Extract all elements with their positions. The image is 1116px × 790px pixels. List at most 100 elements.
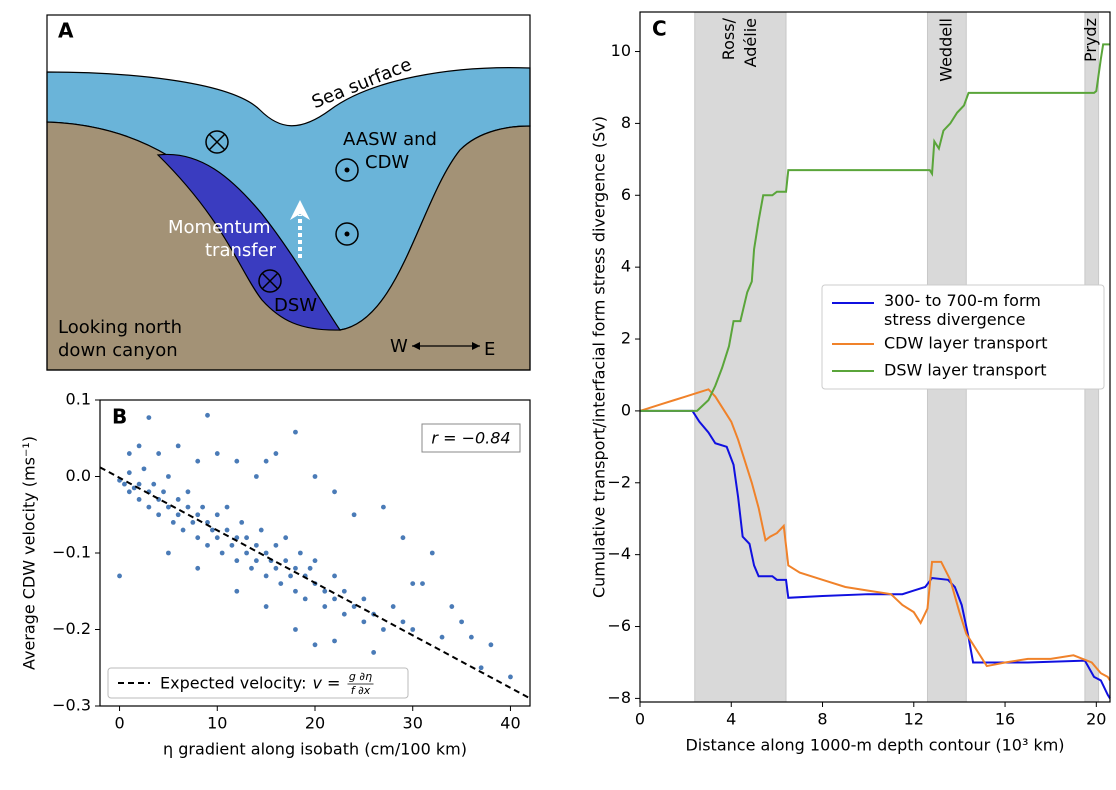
point	[175, 443, 181, 449]
arrow-heads	[412, 342, 480, 350]
dot	[344, 231, 350, 237]
point	[185, 489, 191, 495]
x-tick-label: 16	[995, 710, 1015, 729]
y-tick-label: 0	[621, 400, 631, 419]
plot-frame	[99, 399, 531, 707]
point	[253, 542, 259, 548]
x-axis-title: η gradient along isobath (cm/100 km)	[163, 740, 467, 759]
point	[136, 481, 142, 487]
point	[126, 451, 132, 456]
point	[312, 474, 318, 479]
legend-label-line: 300- to 700-m form	[884, 291, 1041, 310]
point	[297, 550, 303, 556]
point	[156, 512, 162, 518]
point	[263, 550, 269, 556]
legend-label: DSW layer transport	[884, 361, 1047, 380]
x-tick-label: 0	[114, 714, 124, 733]
point	[293, 627, 298, 632]
x-tick-label: 20	[305, 714, 325, 733]
y-tick-label: −6	[607, 616, 631, 635]
point	[180, 527, 186, 533]
point	[195, 565, 201, 571]
point	[420, 581, 425, 586]
x-tick-label: 0	[635, 710, 645, 729]
momentum-label: transfer	[205, 240, 277, 261]
point	[205, 542, 210, 548]
point	[288, 573, 293, 579]
region	[694, 11, 787, 703]
panel-label: B	[112, 405, 127, 429]
point	[322, 588, 328, 594]
legend-box	[821, 284, 1105, 390]
y-tick-label: 0.0	[66, 466, 91, 485]
x-tick-label: 10	[207, 714, 227, 733]
point	[332, 596, 337, 602]
legend-box	[107, 667, 409, 699]
point	[381, 627, 386, 632]
y-tick-label: −0.1	[52, 543, 91, 562]
point	[166, 504, 171, 510]
point	[234, 558, 240, 564]
legend-formula: v =	[313, 674, 341, 693]
point	[161, 489, 166, 495]
point	[312, 642, 318, 648]
point	[141, 466, 147, 472]
point	[214, 451, 220, 456]
point	[341, 611, 347, 617]
legend-label: 300- to 700-m form stress divergence	[884, 291, 1041, 329]
point	[239, 520, 245, 525]
y-axis-title: Cumulative transport/interfacial form st…	[590, 116, 609, 598]
point	[195, 458, 201, 464]
point	[224, 504, 230, 510]
point	[468, 634, 474, 640]
momentum-label: Momentum	[168, 217, 271, 238]
water-mass-label: AASW and	[343, 129, 437, 150]
x-axis-title: Distance along 1000-m depth contour (10³…	[685, 736, 1064, 755]
x-tick-label: 8	[817, 710, 827, 729]
point	[170, 520, 176, 525]
point	[146, 415, 152, 420]
y-tick-label: −8	[607, 688, 631, 707]
point	[234, 535, 240, 541]
point	[283, 558, 289, 564]
point	[508, 674, 513, 680]
point	[278, 581, 284, 586]
point	[200, 504, 206, 510]
point	[224, 527, 230, 533]
legend-formula: f ∂x	[351, 684, 371, 697]
point	[439, 634, 445, 640]
point	[361, 619, 367, 625]
point	[253, 558, 259, 564]
fit-line	[100, 466, 530, 700]
point	[126, 470, 132, 476]
point	[214, 535, 220, 541]
point	[341, 588, 347, 594]
dsw-layer	[156, 153, 342, 331]
scatter-layer	[100, 412, 530, 700]
annotation: r = −0.84	[431, 429, 510, 448]
y-axis-title: Average CDW velocity (ms⁻¹)	[20, 436, 39, 670]
point	[156, 451, 162, 456]
diagram-panel: A Sea surface AASW and CDW Momentum tran…	[46, 14, 531, 371]
y-tick-label: −0.2	[52, 619, 91, 638]
y-tick-label: 8	[621, 113, 631, 132]
y-tick-label: 2	[621, 329, 631, 348]
point	[234, 458, 240, 464]
series-line	[640, 43, 1110, 412]
view-label: down canyon	[58, 340, 178, 361]
point	[263, 604, 269, 609]
west-label: W	[390, 336, 408, 357]
point	[332, 638, 337, 644]
point	[166, 474, 171, 479]
legend-label: Expected velocity:	[160, 674, 307, 693]
point	[229, 542, 235, 548]
point	[307, 565, 313, 571]
point	[390, 604, 396, 609]
point	[410, 581, 416, 586]
point	[205, 412, 210, 418]
point	[249, 565, 254, 571]
point	[190, 520, 196, 525]
legend-label-line: stress divergence	[884, 310, 1025, 329]
